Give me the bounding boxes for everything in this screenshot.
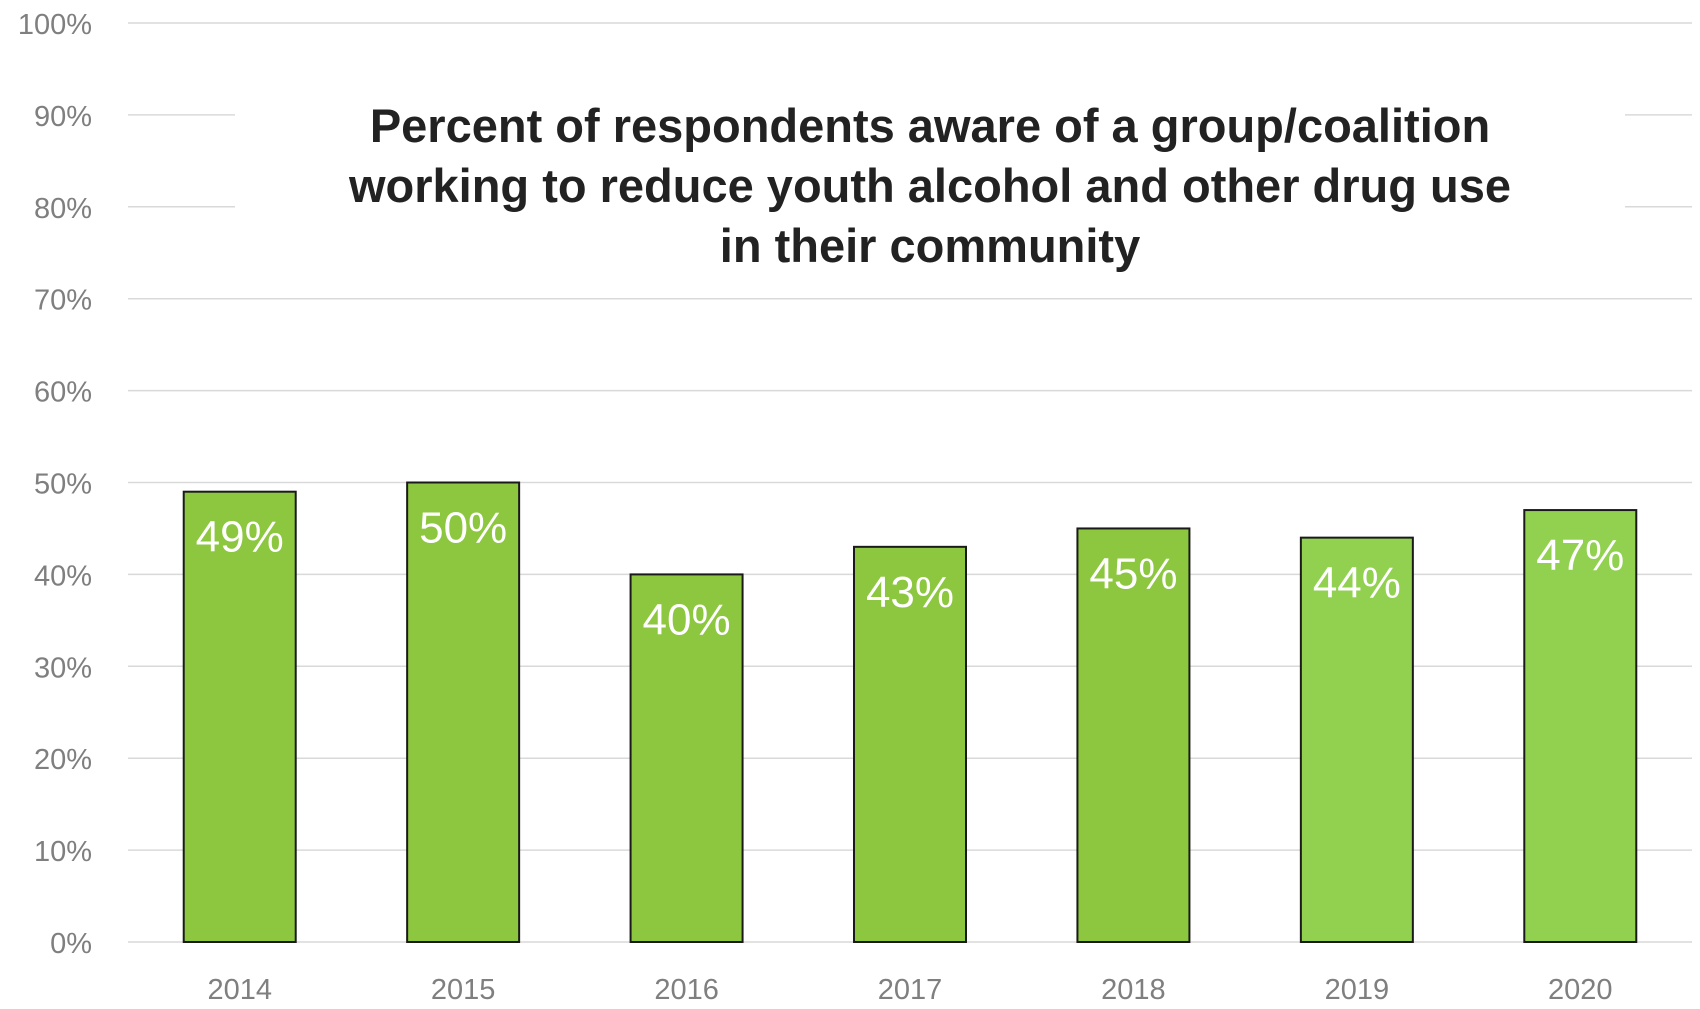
data-label: 49% (196, 513, 284, 562)
bar (629, 573, 744, 944)
chart-title-line-2: working to reduce youth alcohol and othe… (348, 159, 1512, 212)
y-tick-label: 30% (34, 652, 92, 684)
chart-title-line-3: in their community (719, 219, 1141, 272)
bar (406, 481, 521, 943)
bar (853, 545, 967, 944)
data-label: 44% (1313, 559, 1401, 608)
data-label: 40% (643, 595, 731, 644)
data-labels: 49% 50% 40% 43% 45% 44% 47% (196, 504, 1625, 645)
y-tick-label: 70% (34, 285, 92, 317)
bar (1523, 509, 1638, 943)
data-label: 50% (419, 504, 507, 553)
y-axis-ticks: 0% 10% 20% 30% 40% 50% 60% 70% 80% 90% 100% (18, 9, 92, 960)
chart-title-line-1: Percent of respondents aware of a group/… (369, 99, 1491, 152)
bar (1299, 536, 1414, 943)
chart-title: Percent of respondents aware of a group/… (235, 92, 1625, 282)
y-tick-label: 50% (34, 469, 92, 501)
x-tick-label: 2016 (654, 974, 719, 1004)
data-label: 47% (1536, 531, 1624, 580)
y-tick-label: 10% (34, 836, 92, 868)
bars (182, 481, 1638, 944)
x-tick-label: 2015 (431, 974, 496, 1004)
x-tick-label: 2018 (1101, 974, 1166, 1004)
data-label: 45% (1089, 549, 1177, 598)
x-tick-label: 2017 (878, 974, 943, 1004)
bar (1076, 527, 1191, 943)
x-axis-ticks: 2014 2015 2016 2017 2018 2019 2020 (207, 974, 1613, 1006)
y-tick-label: 40% (34, 560, 92, 592)
y-tick-label: 80% (34, 193, 92, 225)
y-tick-label: 90% (34, 101, 92, 133)
data-label: 43% (866, 568, 954, 617)
y-tick-label: 60% (34, 377, 92, 409)
x-tick-label: 2020 (1548, 974, 1613, 1004)
x-tick-label: 2019 (1325, 974, 1390, 1004)
y-tick-label: 20% (34, 744, 92, 776)
x-tick-label: 2014 (207, 974, 272, 1004)
y-tick-label: 100% (18, 9, 92, 41)
y-tick-label: 0% (50, 928, 92, 960)
bar (182, 490, 297, 943)
